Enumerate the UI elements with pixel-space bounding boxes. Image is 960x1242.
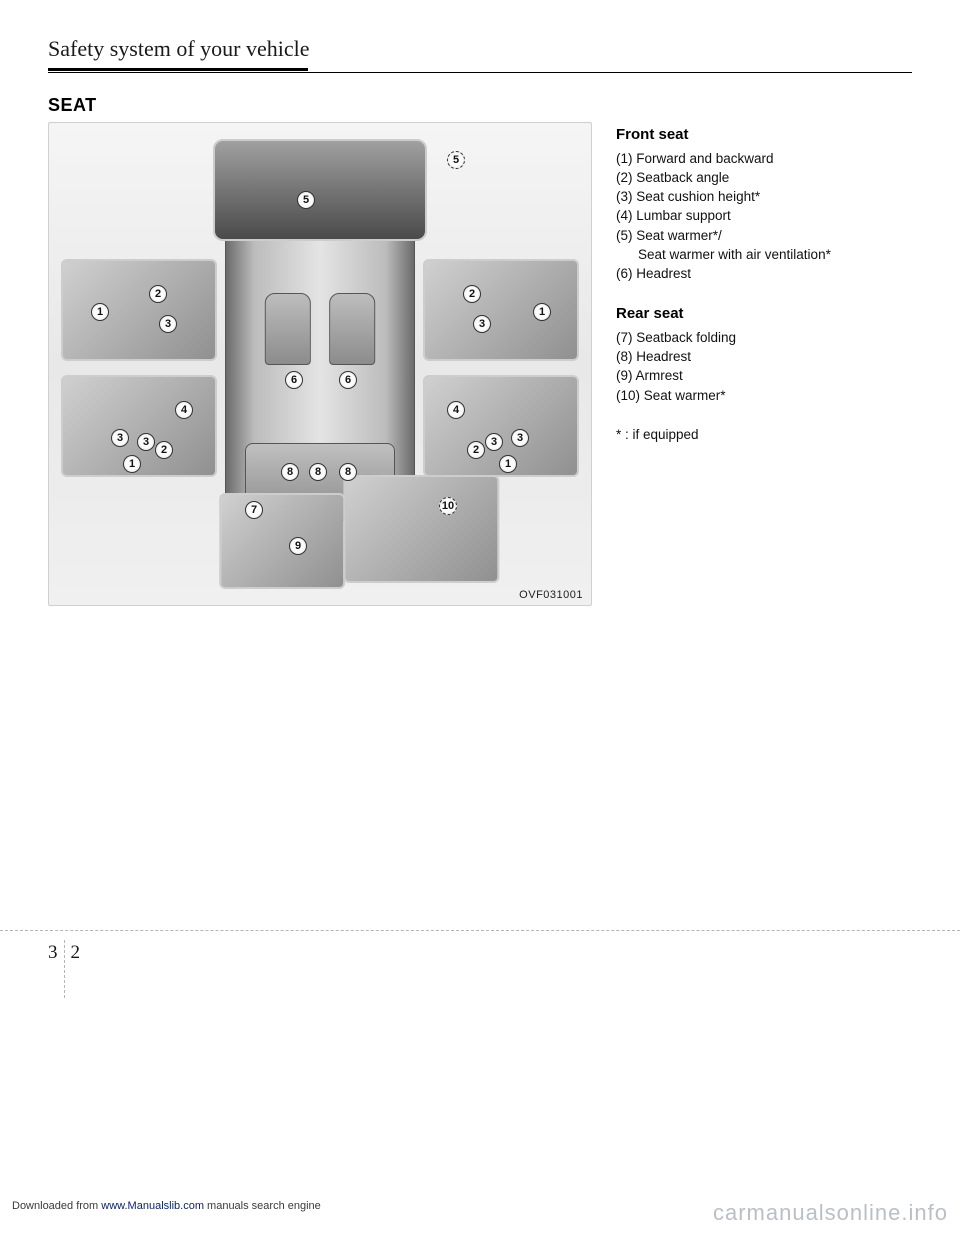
callout-5-inner: 5	[297, 191, 315, 209]
footer-left-post: manuals search engine	[204, 1200, 321, 1212]
page-number: 2	[71, 942, 81, 964]
callout-3-r2a: 3	[485, 433, 503, 451]
callout-6-l: 6	[285, 371, 303, 389]
front-seat-left	[265, 293, 311, 365]
callout-2-l: 2	[149, 285, 167, 303]
front-item-5b: Seat warmer with air ventilation*	[616, 245, 912, 264]
callout-2-r2: 2	[467, 441, 485, 459]
front-item-1: (1) Forward and backward	[616, 149, 912, 168]
page-number-divider	[64, 940, 65, 998]
footnote-if-equipped: * : if equipped	[616, 427, 912, 442]
header-rule-thick	[48, 68, 308, 71]
callout-3-l: 3	[159, 315, 177, 333]
front-item-6: (6) Headrest	[616, 264, 912, 283]
header-rule-thin	[48, 72, 912, 73]
chapter-header: Safety system of your vehicle	[48, 36, 912, 68]
callout-10: 10	[439, 497, 457, 515]
callout-7: 7	[245, 501, 263, 519]
rear-item-9: (9) Armrest	[616, 366, 912, 385]
rear-item-10: (10) Seat warmer*	[616, 386, 912, 405]
rear-seat-heading: Rear seat	[616, 305, 912, 322]
callout-1-l2: 1	[123, 455, 141, 473]
callout-3-l2b: 3	[111, 429, 129, 447]
callout-1-r: 1	[533, 303, 551, 321]
front-seat-heading: Front seat	[616, 126, 912, 143]
front-item-3: (3) Seat cushion height*	[616, 187, 912, 206]
footer-bar: Downloaded from www.Manualslib.com manua…	[0, 1200, 960, 1226]
callout-panel-armrest	[219, 493, 345, 589]
callout-5-outer: 5	[447, 151, 465, 169]
manualslib-link[interactable]: www.Manualslib.com	[101, 1200, 204, 1212]
callout-1-l: 1	[91, 303, 109, 321]
seat-diagram: 5 5 1 2 3 2 3 1 4 3 3 2 1 4 2 3 3 1 6 6 …	[48, 122, 592, 606]
callout-2-r: 2	[463, 285, 481, 303]
rear-item-7: (7) Seatback folding	[616, 328, 912, 347]
callout-1-r2: 1	[499, 455, 517, 473]
front-item-2: (2) Seatback angle	[616, 168, 912, 187]
watermark: carmanualsonline.info	[713, 1200, 948, 1226]
front-item-4: (4) Lumbar support	[616, 206, 912, 225]
footer-left: Downloaded from www.Manualslib.com manua…	[12, 1200, 321, 1226]
callout-3-r2b: 3	[511, 429, 529, 447]
callout-panel-left-upper	[61, 259, 217, 361]
footer-left-pre: Downloaded from	[12, 1200, 101, 1212]
callout-6-r: 6	[339, 371, 357, 389]
text-column: Front seat (1) Forward and backward (2) …	[616, 122, 912, 442]
callout-8-b: 8	[309, 463, 327, 481]
callout-3-r: 3	[473, 315, 491, 333]
callout-panel-right-upper	[423, 259, 579, 361]
section-title: SEAT	[48, 95, 912, 116]
callout-3-l2a: 3	[137, 433, 155, 451]
callout-8-c: 8	[339, 463, 357, 481]
callout-4-r: 4	[447, 401, 465, 419]
front-seat-right	[329, 293, 375, 365]
callout-8-a: 8	[281, 463, 299, 481]
console-callout	[213, 139, 427, 241]
rear-item-8: (8) Headrest	[616, 347, 912, 366]
front-item-5a: (5) Seat warmer*/	[616, 226, 912, 245]
callout-2-l2: 2	[155, 441, 173, 459]
page-number-box: 3 2	[48, 942, 80, 998]
callout-9: 9	[289, 537, 307, 555]
figure-code: OVF031001	[519, 589, 583, 601]
content-row: 5 5 1 2 3 2 3 1 4 3 3 2 1 4 2 3 3 1 6 6 …	[48, 122, 912, 606]
dashed-divider	[0, 930, 960, 931]
chapter-number: 3	[48, 942, 58, 964]
callout-4-l: 4	[175, 401, 193, 419]
callout-panel-warmer	[343, 475, 499, 583]
